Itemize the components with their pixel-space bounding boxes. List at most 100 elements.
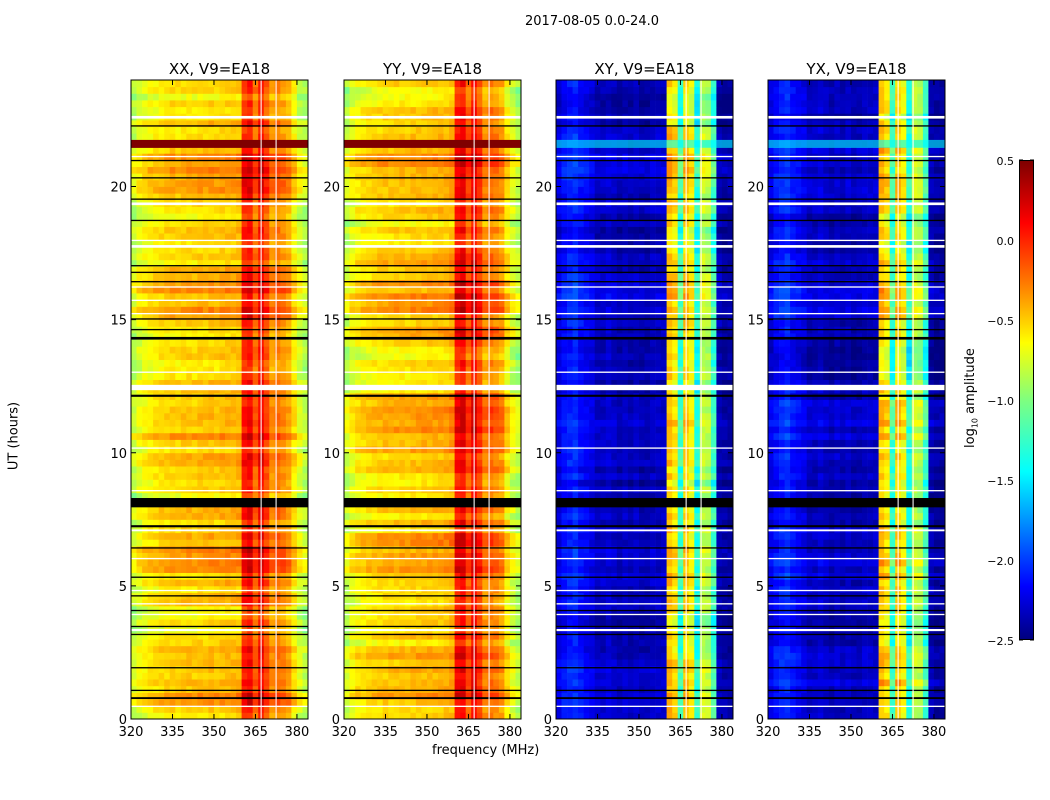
heatmap-cell — [274, 219, 281, 227]
heatmap-cell — [344, 419, 350, 427]
heatmap-cell — [142, 519, 148, 527]
heatmap-cell — [410, 605, 417, 613]
heatmap-cell — [197, 492, 204, 500]
heatmap-cell — [269, 552, 276, 560]
heatmap-cell — [236, 699, 242, 707]
heatmap-cell — [296, 313, 303, 321]
masked-time-white — [131, 299, 308, 301]
heatmap-cell — [296, 659, 303, 667]
heatmap-cell — [236, 512, 242, 520]
heatmap-cell — [136, 406, 143, 414]
heatmap-cell — [487, 585, 494, 593]
heatmap-cell — [230, 705, 237, 713]
heatmap-cell — [147, 599, 154, 607]
heatmap-cell — [377, 359, 384, 367]
heatmap-cell — [191, 166, 198, 174]
heatmap-cell — [280, 339, 287, 347]
heatmap-cell — [142, 492, 148, 500]
heatmap-cell — [280, 652, 287, 660]
heatmap-cell — [460, 692, 467, 700]
heatmap-cell — [197, 266, 204, 274]
heatmap-cell — [169, 579, 176, 587]
heatmap-cell — [421, 559, 428, 567]
heatmap-cell — [263, 80, 270, 88]
heatmap-cell — [432, 332, 439, 340]
heatmap-cell — [214, 479, 220, 487]
heatmap-cell — [153, 645, 159, 653]
heatmap-cell — [219, 492, 226, 500]
heatmap-cell — [421, 506, 428, 514]
heatmap-cell — [344, 519, 350, 527]
heatmap-cell — [175, 399, 182, 407]
heatmap-cell — [296, 519, 303, 527]
heatmap-cell — [180, 80, 187, 88]
heatmap-cell — [415, 486, 422, 494]
heatmap-cell — [169, 672, 176, 680]
heatmap-cell — [355, 412, 361, 420]
heatmap-cell — [147, 106, 154, 114]
heatmap-cell — [504, 699, 511, 707]
heatmap-cell — [236, 213, 242, 221]
heatmap-cell — [449, 605, 455, 613]
heatmap-cell — [349, 406, 356, 414]
heatmap-cell — [147, 472, 154, 480]
heatmap-cell — [388, 352, 395, 360]
heatmap-cell — [302, 173, 309, 181]
heatmap-cell — [147, 572, 154, 580]
heatmap-cell — [153, 346, 159, 354]
masked-time-white — [131, 115, 308, 119]
heatmap-cell — [285, 213, 292, 221]
heatmap-cell — [225, 552, 231, 560]
heatmap-cell — [355, 605, 361, 613]
heatmap-cell — [460, 412, 467, 420]
heatmap-cell — [371, 439, 378, 447]
heatmap-cell — [360, 412, 367, 420]
heatmap-cell — [432, 685, 439, 693]
heatmap-cell — [291, 186, 298, 194]
heatmap-cell — [515, 539, 522, 547]
heatmap-cell — [291, 193, 298, 201]
heatmap-cell — [225, 259, 231, 267]
heatmap-cell — [241, 159, 248, 167]
y-tick-label: 10 — [110, 447, 127, 462]
heatmap-cell — [377, 639, 384, 647]
heatmap-cell — [191, 472, 198, 480]
heatmap-cell — [443, 419, 450, 427]
heatmap-cell — [252, 692, 259, 700]
heatmap-cell — [344, 399, 350, 407]
heatmap-cell — [269, 479, 276, 487]
heatmap-cell — [476, 479, 483, 487]
heatmap-cell — [241, 532, 248, 540]
heatmap-cell — [153, 479, 159, 487]
heatmap-cell — [142, 432, 148, 440]
heatmap-cell — [131, 599, 137, 607]
heatmap-cell — [202, 599, 209, 607]
heatmap-cell — [230, 313, 237, 321]
heatmap-cell — [158, 705, 165, 713]
heatmap-cell — [360, 699, 367, 707]
heatmap-cell — [169, 446, 176, 454]
heatmap-cell — [180, 446, 187, 454]
heatmap-cell — [131, 286, 137, 294]
heatmap-cell — [393, 632, 400, 640]
heatmap-cell — [164, 446, 171, 454]
heatmap-cell — [202, 166, 209, 174]
heatmap-cell — [241, 519, 248, 527]
heatmap-cell — [454, 552, 461, 560]
heatmap-cell — [515, 492, 522, 500]
heatmap-cell — [252, 286, 259, 294]
heatmap-cell — [355, 699, 361, 707]
heatmap-cell — [241, 632, 248, 640]
heatmap-cell — [296, 179, 303, 187]
heatmap-cell — [344, 652, 350, 660]
heatmap-cell — [186, 106, 193, 114]
heatmap-cell — [427, 619, 433, 627]
heatmap-cell — [175, 206, 182, 214]
heatmap-cell — [202, 492, 209, 500]
heatmap-cell — [208, 565, 215, 573]
heatmap-cell — [225, 412, 231, 420]
heatmap-cell — [476, 372, 483, 380]
heatmap-cell — [377, 579, 384, 587]
heatmap-cell — [460, 652, 467, 660]
heatmap-cell — [186, 399, 193, 407]
